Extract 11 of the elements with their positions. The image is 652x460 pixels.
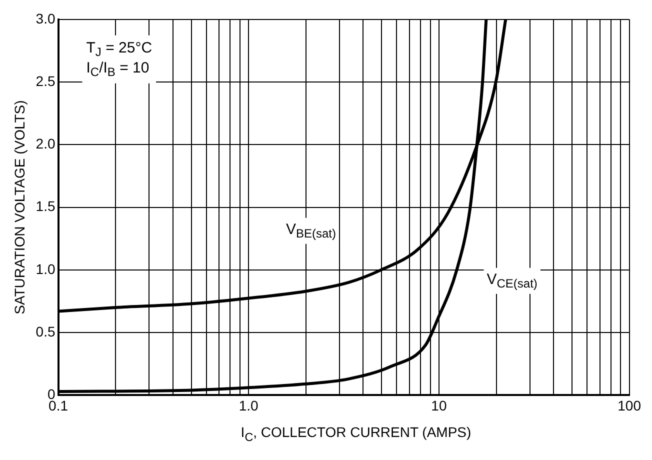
y-tick-label: 3.0 [36, 10, 56, 26]
y-tick-label: 2.0 [36, 136, 56, 152]
x-axis-title: I$_{C}$, COLLECTOR CURRENT (AMPS) [240, 424, 472, 444]
x-tick-label: 100 [618, 397, 642, 414]
x-tick-label: 1.0 [238, 397, 259, 414]
y-tick-label: 2.5 [36, 72, 56, 89]
y-tick-label: 0.5 [36, 323, 56, 340]
y-tick-label: 1.5 [36, 198, 56, 214]
y-tick-label: 1.0 [36, 260, 56, 277]
x-tick-label: 10 [431, 397, 447, 414]
y-axis-title: SATURATION VOLTAGE (VOLTS) [11, 100, 28, 314]
